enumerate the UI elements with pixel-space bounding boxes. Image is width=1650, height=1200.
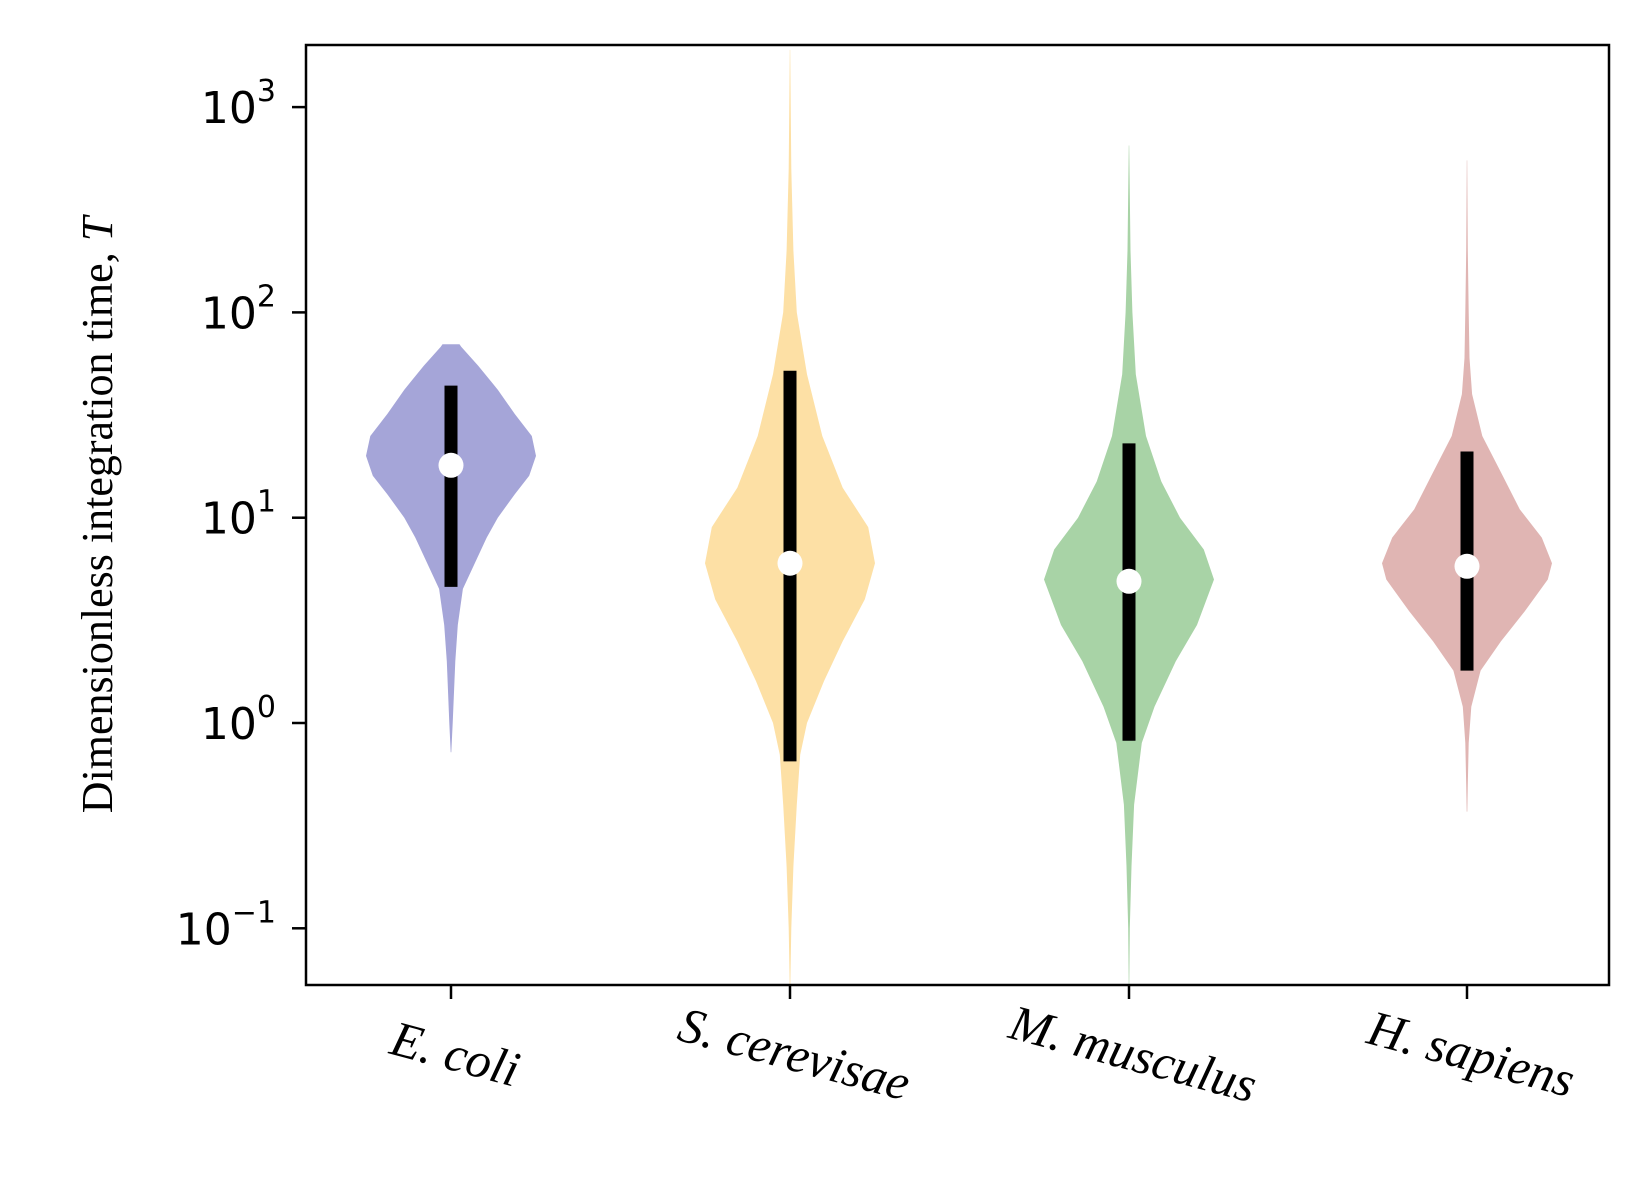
y-tick-label-4: 103 (201, 74, 276, 134)
y-tick-label-3: 102 (201, 279, 276, 339)
y-tick-label-1: 100 (201, 690, 276, 750)
y-tick-exp-2: 1 (257, 485, 276, 520)
y-tick-base-1: 10 (201, 699, 257, 750)
x-tick-label-3: H. sapiens (1361, 999, 1580, 1108)
y-tick-label-0: 10−1 (176, 895, 276, 955)
y-tick-exp-3: 2 (257, 279, 276, 314)
medians-group (438, 452, 1480, 594)
median-point-2 (1116, 568, 1142, 594)
y-tick-label-2: 101 (201, 485, 276, 545)
y-tick-base-4: 10 (201, 83, 257, 134)
median-point-3 (1454, 553, 1480, 579)
median-point-1 (777, 550, 803, 576)
x-axis-ticks: E. coli S. cerevisae M. musculus H. sapiens (384, 985, 1581, 1114)
plot-frame (304, 43, 1611, 987)
y-axis-label: Dimensionless integration time, T (73, 213, 122, 813)
plot-area (306, 45, 1609, 985)
y-tick-exp-4: 3 (257, 74, 276, 109)
y-tick-base-2: 10 (201, 494, 257, 545)
y-tick-exp-1: 0 (257, 690, 276, 725)
y-tick-exp-0: −1 (232, 895, 276, 930)
y-tick-base-0: 10 (176, 904, 232, 955)
y-axis-label-text: Dimensionless integration time, (73, 252, 122, 813)
y-tick-base-3: 10 (201, 288, 257, 339)
x-tick-label-0: E. coli (384, 1009, 526, 1097)
y-axis-label-symbol: T (73, 213, 122, 241)
median-point-0 (438, 452, 464, 478)
x-tick-label-1: S. cerevisae (673, 996, 916, 1111)
x-tick-label-2: M. musculus (1003, 994, 1263, 1114)
